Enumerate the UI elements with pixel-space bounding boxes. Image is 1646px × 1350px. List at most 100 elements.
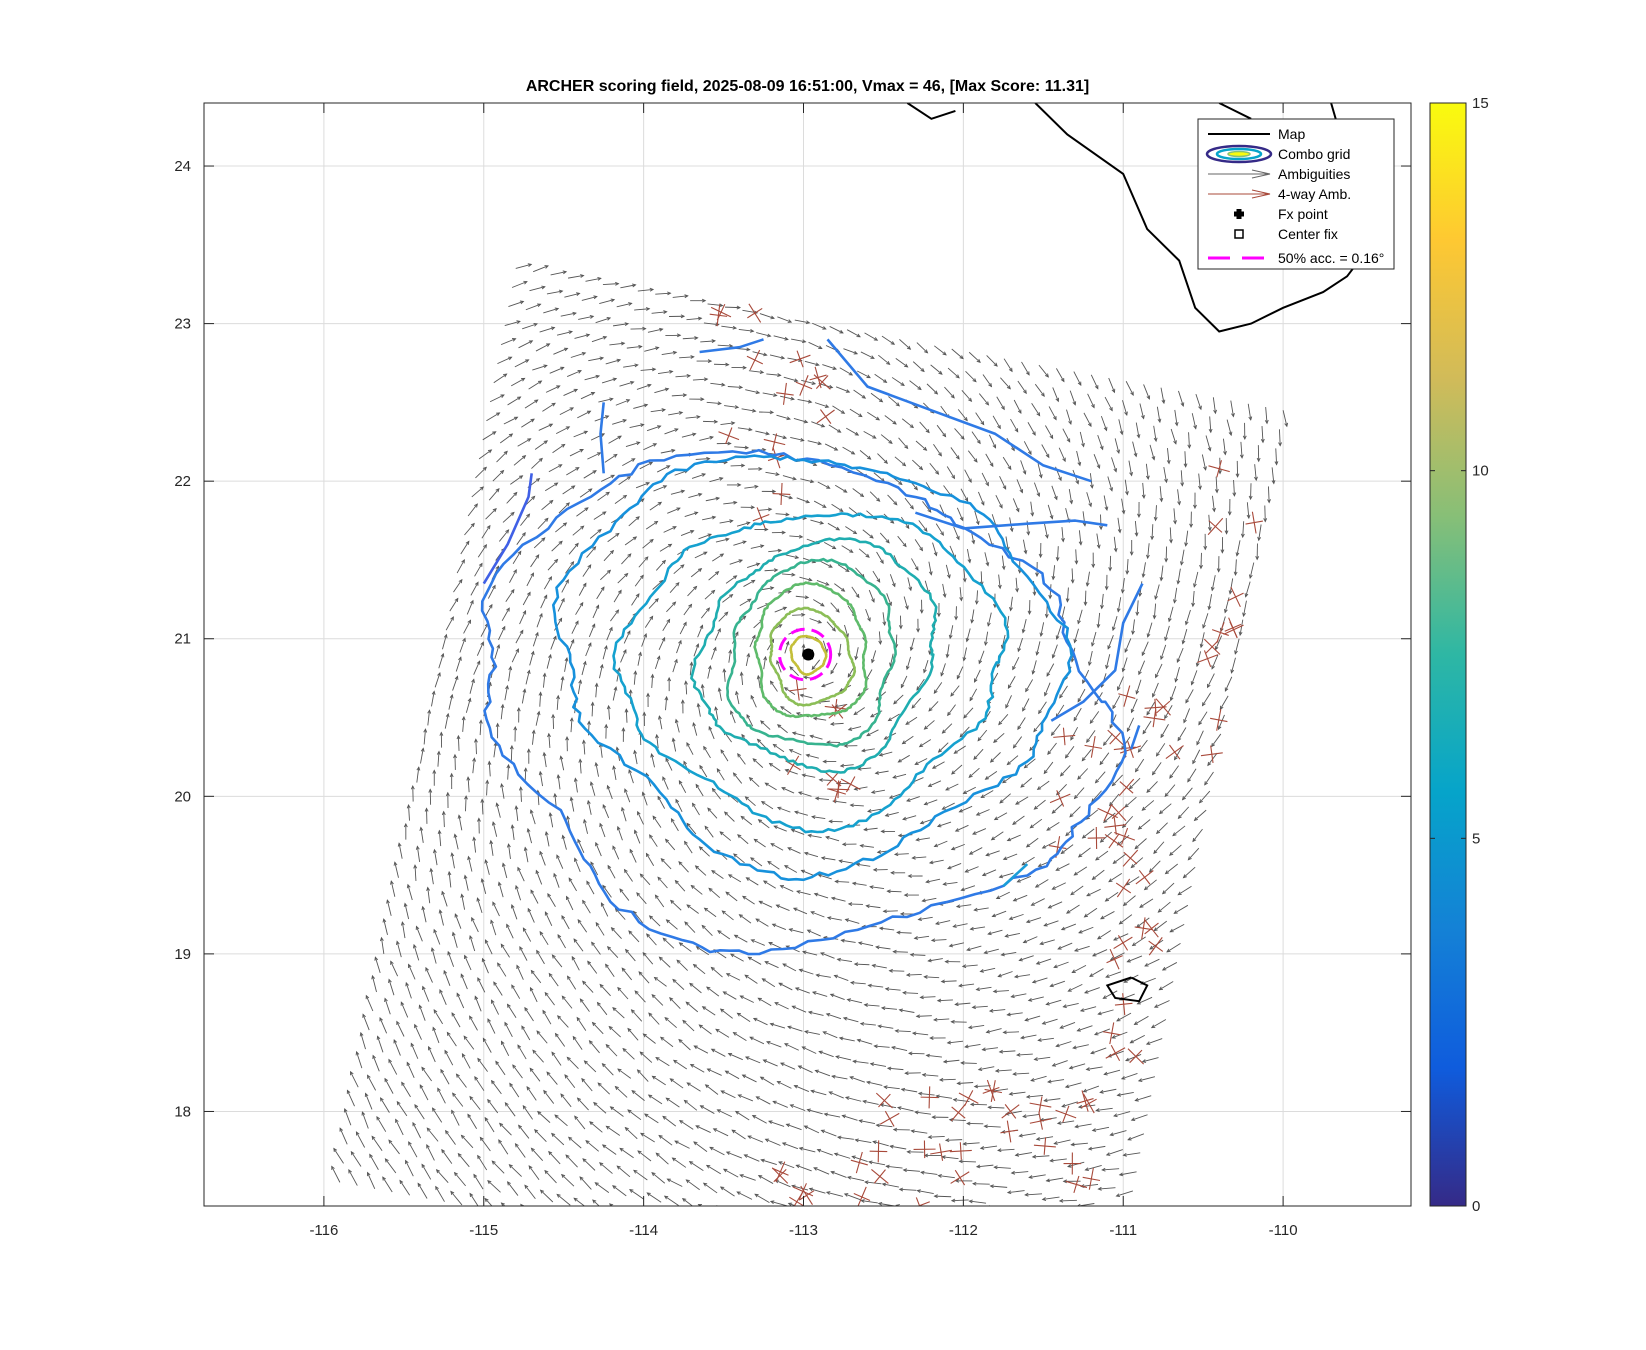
ambiguity-arrow bbox=[492, 822, 498, 837]
ambiguity-arrowhead bbox=[747, 956, 752, 961]
ambiguity-arrow bbox=[589, 529, 602, 539]
ambiguity-arrowhead bbox=[936, 823, 942, 828]
ambiguity-arrowhead bbox=[697, 567, 703, 572]
ambiguity-arrowhead bbox=[851, 881, 857, 886]
ambiguity-arrowhead bbox=[1018, 957, 1023, 962]
ambiguity-arrow bbox=[821, 681, 834, 687]
ambiguity-arrowhead bbox=[968, 851, 974, 855]
ambiguity-arrow bbox=[587, 1221, 601, 1230]
ambiguity-arrow bbox=[1075, 1123, 1092, 1128]
ambiguity-arrow bbox=[1052, 565, 1056, 580]
ambiguity-arrow bbox=[998, 971, 1013, 977]
ambiguity-arrow bbox=[534, 1129, 547, 1142]
ambiguity-arrowhead bbox=[1093, 1031, 1099, 1036]
ambiguity-arrow bbox=[899, 339, 911, 350]
ambiguity-arrow bbox=[590, 433, 605, 441]
ambiguity-arrow bbox=[528, 380, 542, 390]
ambiguity-arrowhead bbox=[630, 380, 635, 385]
ambiguity-arrow bbox=[1188, 432, 1190, 448]
ambiguity-arrow bbox=[1131, 698, 1138, 713]
ambiguity-arrowhead bbox=[539, 612, 543, 618]
ambiguity-arrowhead bbox=[1077, 853, 1083, 858]
ambiguity-arrow bbox=[1052, 803, 1064, 814]
ambiguity-arrowhead bbox=[689, 982, 694, 987]
four-way-arrow bbox=[1038, 1112, 1043, 1130]
ambiguity-arrow bbox=[906, 973, 922, 976]
ambiguity-arrowhead bbox=[591, 941, 595, 946]
ambiguity-arrow bbox=[1224, 676, 1233, 692]
ambiguity-arrow bbox=[899, 1009, 915, 1013]
ambiguity-arrowhead bbox=[892, 420, 897, 425]
ambiguity-arrowhead bbox=[624, 788, 628, 793]
ambiguity-arrow bbox=[769, 354, 785, 359]
ambiguity-arrowhead bbox=[952, 1098, 958, 1102]
ambiguity-arrow bbox=[685, 1001, 699, 1013]
ambiguity-arrowhead bbox=[631, 1090, 636, 1095]
ambiguity-arrowhead bbox=[557, 1015, 562, 1020]
ambiguity-arrow bbox=[998, 1148, 1015, 1151]
ambiguity-arrowhead bbox=[996, 663, 1001, 668]
ambiguity-arrowhead bbox=[855, 862, 861, 867]
ambiguity-arrowhead bbox=[590, 861, 595, 866]
ambiguity-arrowhead bbox=[832, 366, 838, 370]
ambiguity-arrowhead bbox=[558, 617, 563, 622]
ambiguity-arrowhead bbox=[1008, 1091, 1013, 1096]
ambiguity-arrowhead bbox=[960, 435, 965, 440]
legend-label: 50% acc. = 0.16° bbox=[1278, 250, 1384, 266]
ambiguity-arrowhead bbox=[1023, 764, 1028, 769]
ambiguity-arrowhead bbox=[617, 1068, 622, 1073]
ambiguity-arrowhead bbox=[975, 1260, 978, 1263]
ambiguity-arrowhead bbox=[829, 993, 835, 998]
ambiguity-arrow bbox=[730, 953, 744, 962]
ambiguity-arrowhead bbox=[866, 1080, 871, 1085]
ambiguity-arrowhead bbox=[971, 1005, 976, 1010]
ambiguity-arrow bbox=[868, 1161, 886, 1166]
ambiguity-arrow bbox=[1104, 1248, 1122, 1249]
ambiguity-arrowhead bbox=[384, 1077, 389, 1083]
ambiguity-arrow bbox=[960, 488, 969, 502]
ambiguity-arrow bbox=[887, 494, 898, 506]
ambiguity-arrowhead bbox=[515, 884, 519, 890]
ambiguity-arrowhead bbox=[874, 770, 880, 775]
ambiguity-arrow bbox=[1085, 1164, 1102, 1171]
ambiguity-arrow bbox=[765, 782, 777, 791]
ambiguity-arrowhead bbox=[1124, 411, 1128, 417]
ambiguity-arrowhead bbox=[474, 503, 478, 508]
four-way-arrow bbox=[796, 350, 804, 368]
ambiguity-arrowhead bbox=[588, 1040, 593, 1045]
ambiguity-arrow bbox=[884, 415, 897, 425]
four-way-arrow bbox=[752, 514, 770, 522]
ambiguity-arrow bbox=[705, 497, 720, 502]
ambiguity-arrowhead bbox=[372, 1054, 376, 1060]
ambiguity-arrow bbox=[1045, 425, 1054, 439]
ambiguity-arrowhead bbox=[711, 787, 716, 793]
ambiguity-arrow bbox=[670, 900, 682, 911]
ambiguity-arrowhead bbox=[573, 388, 579, 393]
ambiguity-arrowhead bbox=[888, 439, 893, 444]
ambiguity-arrowhead bbox=[701, 924, 706, 929]
ambiguity-arrowhead bbox=[626, 476, 632, 480]
ambiguity-arrow bbox=[755, 918, 769, 927]
ambiguity-arrow bbox=[532, 730, 535, 745]
ambiguity-arrowhead bbox=[664, 387, 670, 392]
ambiguity-arrow bbox=[1239, 619, 1244, 636]
ambiguity-arrowhead bbox=[543, 364, 548, 369]
ambiguity-arrow bbox=[1051, 485, 1058, 500]
ambiguity-arrow bbox=[976, 1164, 994, 1168]
ambiguity-arrowhead bbox=[937, 612, 941, 618]
ambiguity-arrowhead bbox=[1158, 810, 1164, 815]
ambiguity-arrowhead bbox=[405, 981, 410, 987]
ambiguity-arrow bbox=[891, 1046, 908, 1052]
ambiguity-arrow bbox=[1100, 911, 1115, 920]
ambiguity-arrow bbox=[795, 595, 809, 599]
ambiguity-arrow bbox=[1187, 768, 1197, 783]
ambiguity-arrow bbox=[1084, 907, 1098, 918]
ambiguity-arrowhead bbox=[720, 749, 725, 754]
ambiguity-arrowhead bbox=[871, 658, 875, 664]
ambiguity-arrowhead bbox=[670, 818, 675, 823]
ambiguity-arrow bbox=[1078, 847, 1091, 858]
ambiguity-arrow bbox=[976, 590, 978, 604]
ambiguity-arrowhead bbox=[993, 1165, 998, 1170]
ambiguity-arrow bbox=[625, 709, 628, 723]
ambiguity-arrow bbox=[437, 1088, 446, 1104]
